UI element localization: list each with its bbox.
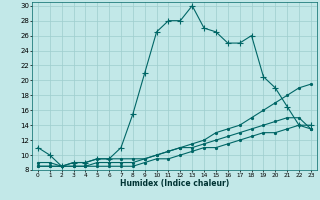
X-axis label: Humidex (Indice chaleur): Humidex (Indice chaleur) — [120, 179, 229, 188]
